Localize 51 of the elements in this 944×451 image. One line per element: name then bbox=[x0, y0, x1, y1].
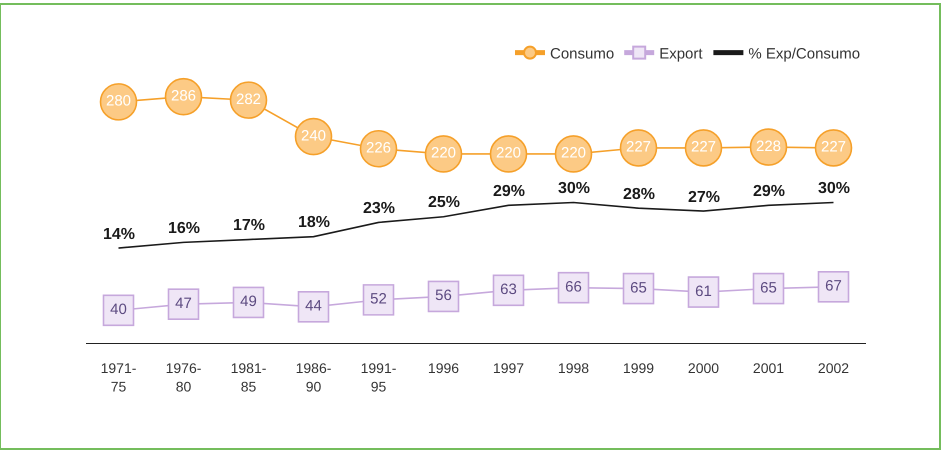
data-label: 44 bbox=[305, 298, 322, 315]
data-label: 227 bbox=[690, 138, 716, 156]
data-label: 49 bbox=[240, 293, 257, 310]
data-label: 220 bbox=[496, 144, 522, 162]
data-label: 65 bbox=[630, 279, 647, 296]
data-label: 226 bbox=[366, 140, 392, 157]
data-label: 30% bbox=[818, 180, 850, 197]
data-label: 220 bbox=[430, 144, 456, 162]
legend-label: % Exp/Consumo bbox=[748, 46, 860, 62]
x-tick-label: 2000 bbox=[688, 360, 720, 376]
data-label: 63 bbox=[500, 281, 517, 298]
data-label: 52 bbox=[370, 290, 387, 308]
data-label: 27% bbox=[688, 189, 720, 206]
data-label: 17% bbox=[233, 217, 266, 234]
data-label: 30% bbox=[558, 180, 590, 197]
x-tick-label: 1991- 95 bbox=[360, 360, 397, 394]
data-label: 67 bbox=[825, 278, 842, 295]
data-label: 220 bbox=[560, 144, 586, 162]
data-label: 286 bbox=[170, 87, 196, 104]
legend-label: Consumo bbox=[550, 46, 614, 62]
data-label: 66 bbox=[565, 278, 582, 296]
data-label: 29% bbox=[753, 183, 786, 200]
data-label: 56 bbox=[435, 287, 452, 304]
data-label: 280 bbox=[106, 92, 132, 110]
data-label: 240 bbox=[300, 127, 326, 144]
data-label: 18% bbox=[298, 214, 330, 231]
data-label: 28% bbox=[623, 186, 656, 203]
data-label: 227 bbox=[626, 138, 652, 156]
x-tick-label: 1996 bbox=[428, 360, 460, 376]
data-label: 23% bbox=[363, 200, 396, 217]
legend-label: Export bbox=[659, 46, 704, 62]
x-tick-label: 1976- 80 bbox=[166, 360, 202, 394]
x-tick-label: 1971- 75 bbox=[100, 360, 137, 394]
data-label: 29% bbox=[493, 183, 526, 200]
data-label: 65 bbox=[760, 279, 777, 296]
x-tick-label: 1998 bbox=[558, 360, 590, 376]
data-label: 47 bbox=[175, 294, 192, 312]
data-label: 16% bbox=[168, 220, 200, 237]
data-label: 25% bbox=[428, 194, 460, 211]
x-tick-label: 2001 bbox=[752, 360, 784, 376]
data-label: 282 bbox=[236, 90, 262, 108]
data-label: 14% bbox=[103, 226, 136, 243]
data-label: 61 bbox=[695, 282, 712, 300]
data-label: 227 bbox=[820, 138, 846, 156]
x-tick-label: 1999 bbox=[622, 360, 654, 376]
x-tick-label: 1981- 85 bbox=[230, 360, 267, 394]
x-tick-label: 2002 bbox=[818, 360, 850, 376]
x-tick-label: 1997 bbox=[492, 360, 524, 376]
x-tick-label: 1986- 90 bbox=[296, 360, 332, 394]
data-label: 40 bbox=[110, 301, 127, 318]
data-label: 228 bbox=[756, 138, 782, 155]
